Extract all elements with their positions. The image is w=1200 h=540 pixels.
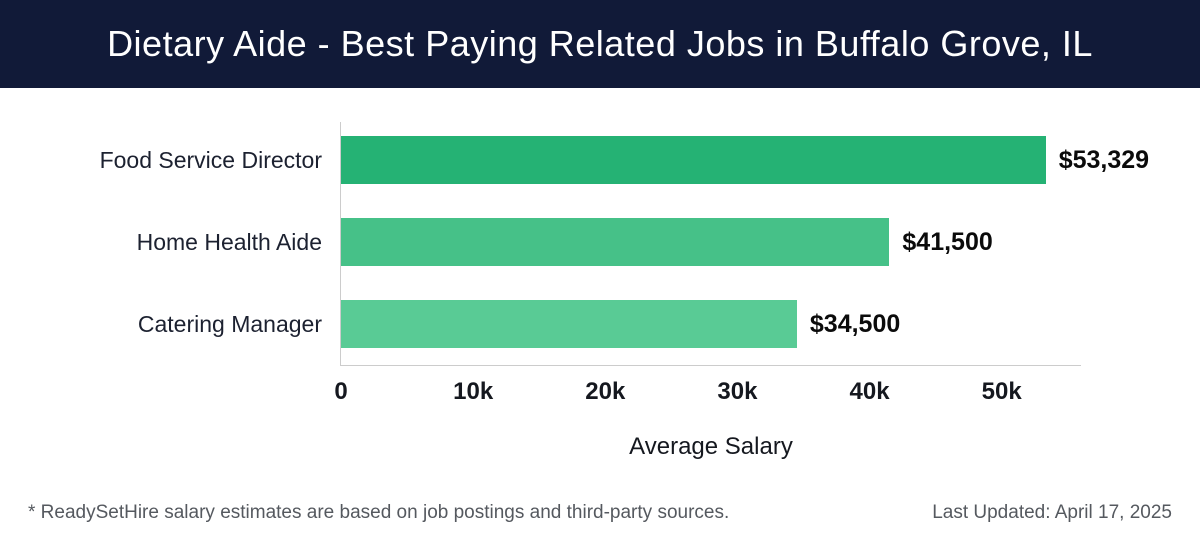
category-label: Home Health Aide — [136, 229, 322, 255]
page-title: Dietary Aide - Best Paying Related Jobs … — [107, 23, 1093, 64]
category-label: Catering Manager — [137, 311, 322, 337]
bar-row: Home Health Aide $41,500 — [0, 218, 1200, 266]
x-tick-label: 0 — [334, 378, 348, 405]
x-tick-label: 30k — [717, 378, 758, 405]
x-tick-label: 40k — [849, 378, 890, 405]
category-label: Food Service Director — [99, 147, 322, 173]
bar-row: Catering Manager $34,500 — [0, 300, 1200, 348]
footer: * ReadySetHire salary estimates are base… — [28, 502, 1172, 524]
bar-value-label: $53,329 — [1058, 145, 1150, 174]
bar — [341, 136, 1046, 184]
x-axis-line — [340, 365, 1081, 366]
bar-value-label: $41,500 — [902, 227, 993, 256]
bar-value-label: $34,500 — [809, 309, 901, 338]
bar — [341, 218, 890, 266]
header-bar: Dietary Aide - Best Paying Related Jobs … — [0, 0, 1200, 88]
x-tick-label: 10k — [453, 378, 494, 405]
bar-track: $41,500 — [341, 218, 1081, 266]
bar — [341, 300, 797, 348]
bar-track: $53,329 — [341, 136, 1149, 184]
bar-chart: Food Service Director $53,329 Home Health … — [0, 88, 1200, 488]
x-tick-label: 20k — [585, 378, 626, 405]
last-updated-text: Last Updated: April 17, 2025 — [932, 502, 1172, 523]
bar-track: $34,500 — [341, 300, 1081, 348]
disclaimer-text: * ReadySetHire salary estimates are base… — [28, 502, 730, 523]
y-axis-line — [340, 122, 341, 365]
x-tick-label: 50k — [981, 378, 1022, 405]
x-axis-title: Average Salary — [629, 433, 793, 460]
x-axis-ticks: 0 10k 20k 30k 40k 50k — [334, 378, 1081, 410]
bar-row: Food Service Director $53,329 — [0, 136, 1200, 184]
